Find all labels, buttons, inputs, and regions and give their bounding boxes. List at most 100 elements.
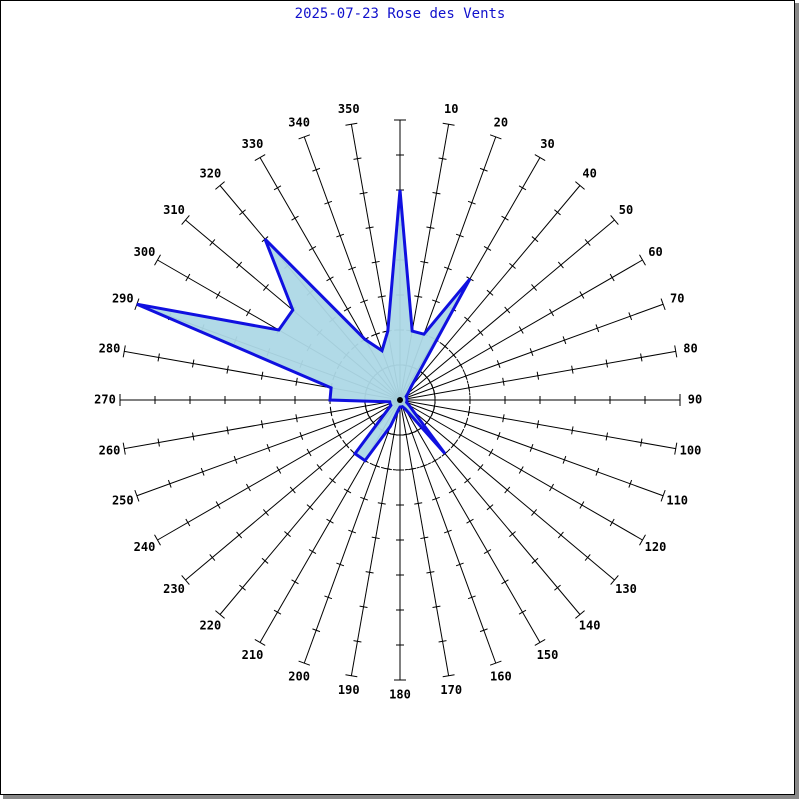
tick-mark [192, 432, 195, 441]
tick-mark [359, 605, 368, 608]
tick-mark [610, 575, 619, 585]
direction-label: 20 [494, 115, 508, 129]
tick-mark [295, 377, 298, 386]
tick-mark [233, 455, 238, 464]
tick-mark [575, 610, 585, 619]
direction-label: 50 [619, 203, 633, 217]
tick-mark [291, 215, 299, 221]
tick-mark [531, 509, 538, 516]
direction-label: 180 [389, 688, 411, 702]
tick-mark [609, 273, 615, 282]
tick-mark [343, 488, 352, 494]
direction-label: 220 [200, 618, 222, 632]
tick-mark [438, 157, 447, 160]
direction-label: 350 [338, 102, 360, 116]
tick-mark [209, 554, 216, 561]
tick-mark [414, 502, 423, 505]
tick-mark [504, 306, 511, 314]
tick-mark [420, 463, 428, 468]
tick-mark [509, 531, 516, 538]
tick-mark [571, 426, 574, 435]
direction-label: 300 [134, 245, 156, 259]
tick-mark [674, 442, 678, 455]
tick-mark [345, 122, 358, 126]
wind-area [136, 189, 472, 463]
tick-mark [562, 455, 567, 464]
tick-mark [345, 674, 358, 678]
direction-label: 150 [537, 648, 559, 662]
tick-mark [489, 660, 502, 666]
tick-mark [360, 496, 369, 501]
tick-mark [483, 549, 492, 554]
chart-title: 2025-07-23 Rose des Vents [295, 6, 506, 22]
tick-mark [181, 575, 190, 585]
tick-mark [431, 496, 440, 501]
tick-mark [239, 209, 246, 216]
tick-mark [463, 372, 468, 380]
tick-mark [306, 448, 312, 457]
tick-mark [502, 414, 505, 423]
tick-mark [298, 134, 311, 140]
tick-mark [502, 377, 505, 386]
direction-label: 130 [615, 582, 637, 596]
tick-mark [464, 477, 471, 484]
tick-mark [348, 529, 357, 534]
tick-mark [326, 518, 334, 524]
tick-mark [467, 383, 471, 392]
tick-mark [443, 529, 452, 534]
tick-mark [479, 628, 488, 633]
tick-mark [185, 518, 191, 527]
tick-mark [571, 365, 574, 374]
direction-label: 250 [112, 493, 134, 507]
tick-mark [377, 502, 386, 505]
tick-mark [443, 266, 452, 271]
tick-mark [371, 536, 380, 540]
tick-mark [329, 408, 333, 417]
tick-mark [518, 185, 527, 191]
tick-mark [192, 359, 195, 368]
tick-mark [343, 306, 352, 312]
tick-mark [595, 324, 600, 333]
tick-mark [316, 464, 323, 471]
tick-mark [605, 359, 608, 368]
direction-label: 120 [645, 540, 667, 554]
tick-mark [640, 438, 643, 447]
tick-mark [273, 185, 282, 191]
tick-mark [359, 192, 368, 195]
tick-mark [448, 488, 457, 494]
direction-label: 210 [242, 648, 264, 662]
tick-mark [479, 167, 488, 172]
direction-label: 280 [99, 341, 121, 355]
tick-mark [254, 639, 266, 646]
tick-mark [509, 262, 516, 269]
tick-mark [336, 431, 342, 439]
tick-mark [284, 531, 291, 538]
tick-mark [254, 154, 266, 161]
tick-mark [467, 200, 476, 205]
direction-label: 230 [163, 582, 185, 596]
tick-mark [365, 571, 374, 574]
tick-mark [450, 351, 457, 359]
tick-mark [154, 534, 161, 546]
direction-label: 70 [670, 292, 684, 306]
tick-mark [442, 674, 455, 678]
tick-mark [488, 448, 494, 457]
tick-mark [134, 489, 140, 502]
tick-mark [438, 640, 447, 643]
direction-label: 160 [490, 670, 512, 684]
tick-mark [360, 299, 369, 304]
tick-mark [157, 438, 160, 447]
tick-mark [660, 489, 666, 502]
tick-mark [575, 181, 585, 190]
tick-mark [332, 420, 337, 428]
tick-mark [365, 226, 374, 229]
tick-mark [239, 584, 246, 591]
tick-mark [557, 261, 564, 269]
tick-mark [420, 260, 429, 264]
direction-label: 290 [112, 292, 134, 306]
direction-label: 320 [200, 167, 222, 181]
tick-mark [295, 414, 298, 423]
direction-label: 340 [288, 115, 310, 129]
tick-mark [477, 464, 484, 471]
